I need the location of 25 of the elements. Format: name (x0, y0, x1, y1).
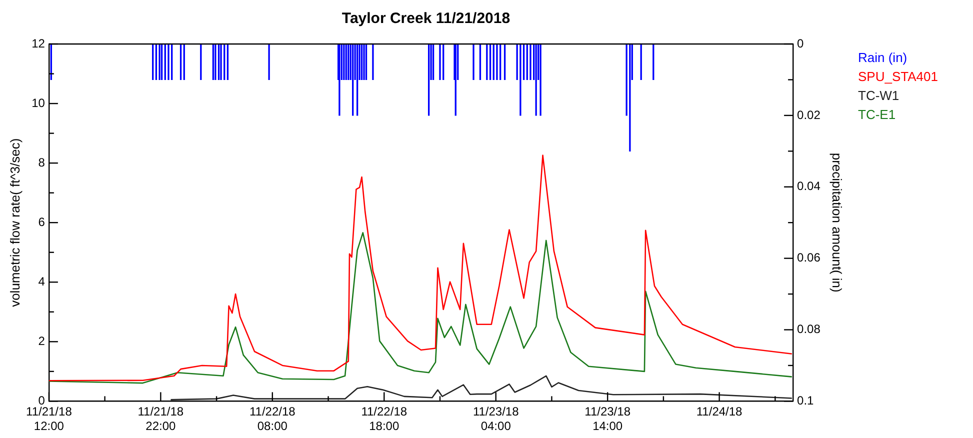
text: Rain (in) (858, 49, 908, 67)
y-tick-label: 10 (32, 96, 46, 110)
text: TC-W1 (858, 87, 900, 105)
y-tick-label: 12 (32, 36, 46, 50)
y-tick-label: 2 (38, 334, 46, 348)
y2-tick-label: 0.02 (797, 108, 821, 122)
y2-tick-label: 0.08 (797, 322, 821, 336)
y-tick-label: 4 (38, 274, 46, 288)
y2-tick-label: 0.04 (797, 179, 821, 194)
y2-tick-label: 0.06 (797, 250, 821, 265)
x-tick-label: 11/23/18 04:00 (472, 404, 520, 434)
x-tick-label: 11/22/18 08:00 (249, 404, 296, 434)
y-tick-label: 6 (38, 214, 46, 229)
y2-tick-label: 0.1 (797, 394, 814, 408)
y2-axis-title: precipitation amount( in) (830, 152, 845, 292)
y2-tick-label: 0 (797, 36, 804, 50)
text: TC-E1 (858, 106, 897, 124)
x-tick-label: 11/22/18 18:00 (361, 404, 408, 434)
y-tick-label: 8 (38, 155, 46, 170)
y-axis-title: volumetric flow rate( ft^3/sec) (7, 138, 22, 307)
x-tick-label: 11/24/18 (696, 404, 743, 419)
chart-title: Taylor Creek 11/21/2018 (342, 10, 510, 28)
text: SPU_STA401 (858, 68, 938, 86)
x-tick-label: 11/21/18 22:00 (138, 404, 184, 434)
x-tick-label: 11/23/18 14:00 (584, 404, 631, 434)
